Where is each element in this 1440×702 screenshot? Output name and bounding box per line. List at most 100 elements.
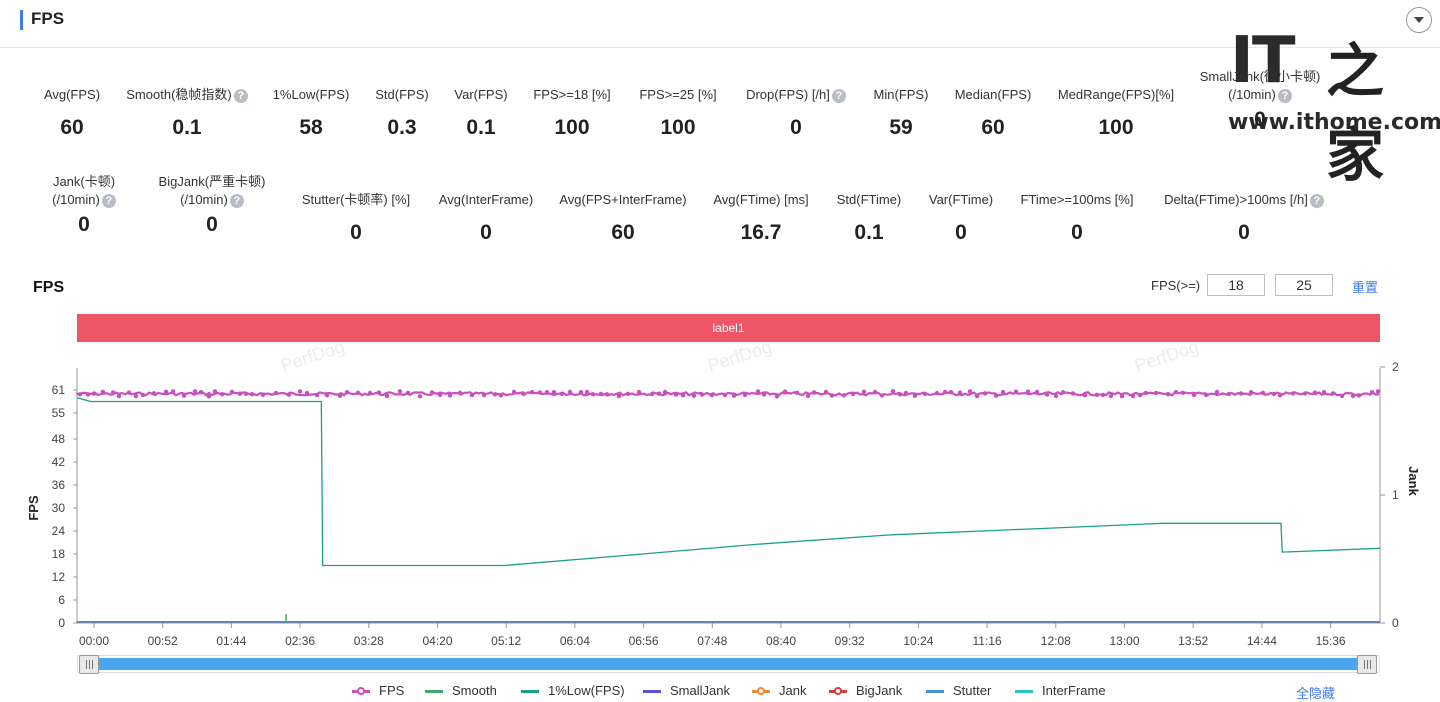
x-tick-label: 12:08 [1041, 634, 1071, 648]
help-icon[interactable]: ? [1277, 88, 1292, 103]
reset-button[interactable]: 重置 [1352, 280, 1379, 295]
fps-point [170, 389, 176, 394]
fps-point [794, 390, 800, 395]
legend-marker-icon [834, 687, 842, 695]
y-tick-label: 18 [52, 547, 66, 561]
fps-point [1100, 392, 1106, 398]
metric-value: 0.3 [387, 116, 417, 139]
fps-point [1369, 390, 1375, 395]
range-slider-track[interactable] [90, 658, 1369, 670]
metric-row1-10: MedRange(FPS)[%] 100 [1006, 86, 1226, 140]
metric-label-text: Avg(InterFrame) [438, 192, 534, 207]
legend-label: SmallJank [670, 683, 730, 698]
range-slider-left-handle[interactable] [79, 655, 99, 674]
help-icon[interactable]: ? [831, 88, 846, 103]
metric-label-text: Median(FPS) [954, 87, 1032, 102]
metric-row2-8: FTime>=100ms [%] 0 [967, 191, 1187, 245]
y-axis-title: FPS [26, 495, 41, 521]
fps-point [782, 389, 788, 394]
metric-row1-8: Min(FPS) 59 [791, 86, 1011, 140]
legend-label: FPS [379, 683, 405, 698]
fps-point [993, 393, 999, 398]
fps-point [1025, 389, 1031, 394]
fps-point [948, 390, 954, 395]
fps-point [942, 389, 948, 395]
legend-marker-icon [757, 687, 765, 695]
fps-point [344, 390, 350, 395]
fps-point [699, 392, 705, 397]
hide-all-button[interactable]: 全隐藏 [1296, 686, 1336, 701]
help-icon[interactable]: ? [233, 88, 248, 103]
metric-value: 0.1 [854, 221, 884, 244]
fps-point [967, 389, 973, 394]
fps-point [616, 393, 622, 399]
fps-point [957, 390, 963, 395]
x-tick-label: 06:56 [629, 634, 659, 648]
metric-value: 0 [1238, 221, 1250, 244]
metric-label: FPS>=18 [%] [462, 86, 682, 104]
metric-row1-7: Drop(FPS) [/h]? 0 [686, 86, 906, 140]
help-icon[interactable]: ? [1309, 193, 1324, 208]
fps-point [1260, 390, 1266, 395]
fps-point [829, 393, 835, 398]
fps-point [691, 393, 697, 398]
legend-swatch [425, 690, 443, 693]
x-tick-label: 06:04 [560, 634, 590, 648]
fps-point [384, 393, 390, 399]
fps-point [1330, 391, 1336, 396]
metric-value: 0 [78, 213, 90, 236]
y-tick-label: 24 [52, 524, 66, 538]
fps-point [273, 390, 279, 396]
y-tick-label: 61 [52, 383, 66, 397]
fps-point [498, 393, 504, 398]
fps-point [636, 389, 642, 395]
metric-label: 1%Low(FPS) [201, 86, 421, 104]
metric-label: Std(FPS) [292, 86, 512, 104]
range-slider-right-handle[interactable] [1357, 655, 1377, 674]
legend-label: InterFrame [1042, 683, 1106, 698]
fps-point [1191, 392, 1197, 398]
collapse-button[interactable] [1406, 7, 1432, 33]
fps-point [405, 390, 411, 396]
fps-point [140, 392, 146, 398]
metric-row1-0: Avg(FPS) 60 [0, 86, 182, 140]
fps-point [1214, 389, 1220, 395]
fps-point [417, 394, 423, 399]
section-header: FPS [0, 0, 1440, 48]
x-tick-label: 08:40 [766, 634, 796, 648]
watermark-url: www.ithome.com [1228, 110, 1440, 135]
fps-point [584, 389, 590, 395]
metric-row1-6: FPS>=25 [%] 100 [568, 86, 788, 140]
fps-point [722, 392, 728, 398]
fps-point [397, 389, 403, 394]
section-accent-bar [20, 10, 23, 30]
metric-value: 59 [889, 116, 913, 139]
fps-point [934, 390, 940, 396]
metric-value: 0 [1071, 221, 1083, 244]
fps-threshold-input-2[interactable] [1275, 274, 1333, 296]
metric-label-text: FPS>=18 [%] [533, 87, 611, 102]
y-tick-label: 30 [52, 501, 66, 515]
fps-point [1339, 393, 1345, 399]
label-bar[interactable]: label1 [77, 314, 1380, 342]
metric-label-unit: (/10min) [180, 192, 228, 207]
metric-label-text: Min(FPS) [873, 87, 929, 102]
help-icon[interactable]: ? [229, 193, 244, 208]
fps-point [249, 392, 255, 397]
fps-point [492, 392, 498, 397]
legend-swatch [926, 690, 944, 693]
metric-label: Avg(InterFrame) [376, 191, 596, 209]
help-icon[interactable]: ? [101, 193, 116, 208]
metric-label: Jank(卡顿) (/10min)? [0, 173, 194, 209]
chart-watermark-0: PerfDog [278, 336, 347, 375]
fps-point [742, 392, 748, 398]
metric-value: 100 [554, 116, 590, 139]
legend-label: 1%Low(FPS) [548, 683, 625, 698]
metric-row2-0: Jank(卡顿) (/10min)? 0 [0, 173, 194, 237]
metric-value: 0 [790, 116, 802, 139]
fps-point [1153, 390, 1159, 396]
metric-label: Drop(FPS) [/h]? [686, 86, 906, 104]
fps-point [116, 394, 122, 399]
fps-threshold-input-1[interactable] [1207, 274, 1265, 296]
